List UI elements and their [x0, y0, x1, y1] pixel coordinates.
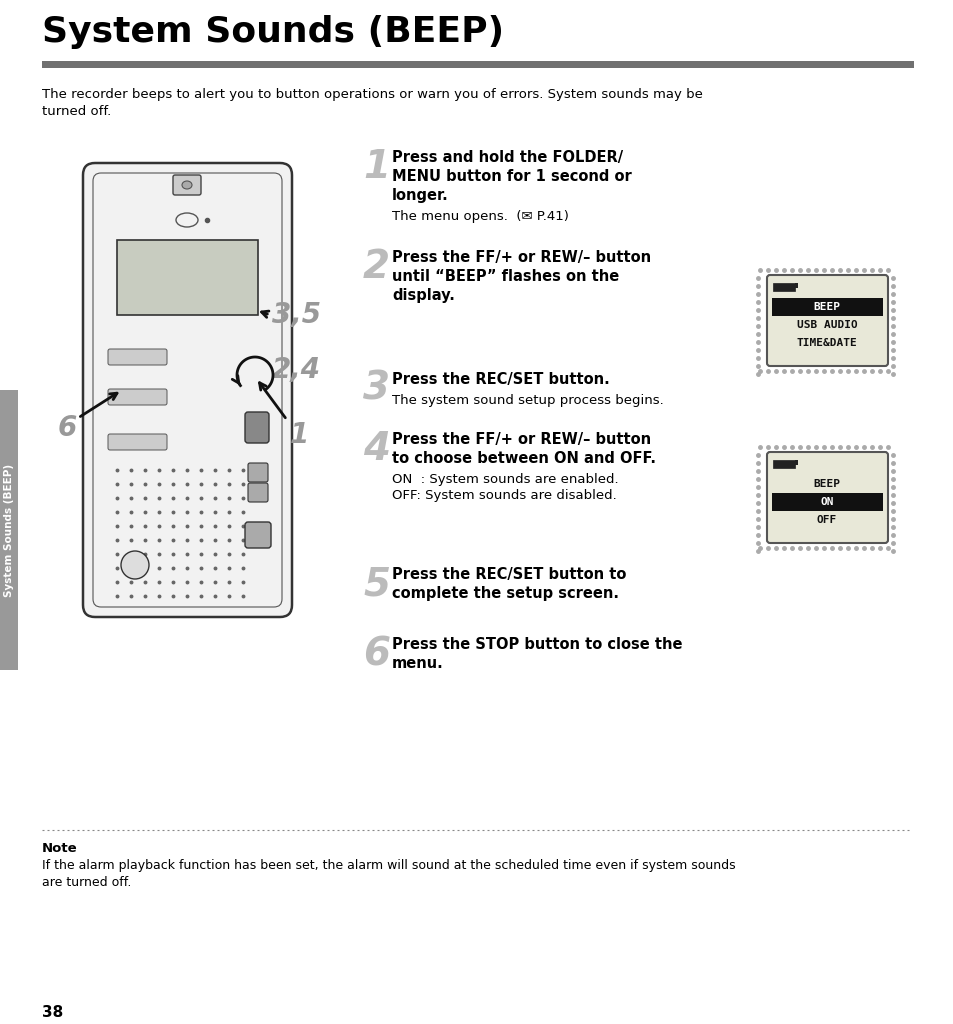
Text: TIME&DATE: TIME&DATE: [796, 338, 857, 348]
Text: 6: 6: [363, 635, 390, 673]
Text: 38: 38: [42, 1005, 63, 1020]
FancyBboxPatch shape: [245, 412, 269, 443]
FancyBboxPatch shape: [108, 389, 167, 406]
Text: Press the FF/+ or REW/– button: Press the FF/+ or REW/– button: [392, 250, 651, 265]
Ellipse shape: [182, 181, 192, 189]
Text: Press the REC/SET button to: Press the REC/SET button to: [392, 567, 626, 582]
Text: to choose between ON and OFF.: to choose between ON and OFF.: [392, 451, 656, 466]
FancyBboxPatch shape: [766, 452, 887, 543]
Text: ON: ON: [820, 497, 833, 507]
Text: 4: 4: [363, 430, 390, 468]
Bar: [772, 283, 794, 291]
Text: If the alarm playback function has been set, the alarm will sound at the schedul: If the alarm playback function has been …: [42, 859, 735, 890]
Text: BEEP: BEEP: [813, 479, 840, 489]
Text: Note: Note: [42, 842, 77, 855]
FancyBboxPatch shape: [108, 349, 167, 365]
Text: 2: 2: [363, 248, 390, 286]
Text: System Sounds (BEEP): System Sounds (BEEP): [42, 15, 503, 49]
FancyBboxPatch shape: [248, 483, 268, 502]
Bar: [771, 493, 882, 511]
Bar: [0, 390, 18, 670]
Text: 1: 1: [290, 421, 309, 449]
Bar: [42, 61, 913, 68]
Text: USB AUDIO: USB AUDIO: [796, 319, 857, 330]
FancyBboxPatch shape: [248, 463, 268, 482]
Text: 1: 1: [363, 148, 390, 186]
FancyBboxPatch shape: [83, 163, 292, 617]
Text: BEEP: BEEP: [813, 302, 840, 312]
Text: The recorder beeps to alert you to button operations or warn you of errors. Syst: The recorder beeps to alert you to butto…: [42, 88, 702, 118]
Text: OFF: System sounds are disabled.: OFF: System sounds are disabled.: [392, 489, 616, 502]
Ellipse shape: [121, 551, 149, 579]
FancyBboxPatch shape: [766, 275, 887, 366]
Text: OFF: OFF: [816, 515, 836, 525]
Text: menu.: menu.: [392, 656, 443, 671]
Text: 5: 5: [363, 565, 390, 603]
Text: The system sound setup process begins.: The system sound setup process begins.: [392, 394, 663, 407]
Text: complete the setup screen.: complete the setup screen.: [392, 586, 618, 601]
Text: System Sounds (BEEP): System Sounds (BEEP): [4, 464, 14, 597]
Text: Press and hold the FOLDER/: Press and hold the FOLDER/: [392, 150, 622, 165]
Text: The menu opens.  (✉ P.41): The menu opens. (✉ P.41): [392, 210, 568, 223]
Text: ON  : System sounds are enabled.: ON : System sounds are enabled.: [392, 473, 618, 486]
Text: 3,5: 3,5: [272, 301, 320, 329]
Text: Press the FF/+ or REW/– button: Press the FF/+ or REW/– button: [392, 432, 651, 447]
Bar: [794, 283, 797, 288]
Bar: [117, 240, 257, 315]
Text: Press the REC/SET button.: Press the REC/SET button.: [392, 372, 609, 387]
FancyBboxPatch shape: [108, 434, 167, 450]
Text: 3: 3: [363, 370, 390, 408]
FancyBboxPatch shape: [172, 175, 201, 195]
FancyBboxPatch shape: [245, 522, 271, 548]
Text: longer.: longer.: [392, 188, 448, 203]
Text: Press the STOP button to close the: Press the STOP button to close the: [392, 637, 681, 652]
Text: 6: 6: [58, 414, 77, 442]
Bar: [794, 460, 797, 465]
Bar: [771, 298, 882, 316]
Bar: [772, 460, 794, 468]
Text: until “BEEP” flashes on the: until “BEEP” flashes on the: [392, 269, 618, 284]
Text: display.: display.: [392, 288, 455, 303]
Text: 2,4: 2,4: [272, 356, 320, 384]
Text: MENU button for 1 second or: MENU button for 1 second or: [392, 169, 631, 184]
